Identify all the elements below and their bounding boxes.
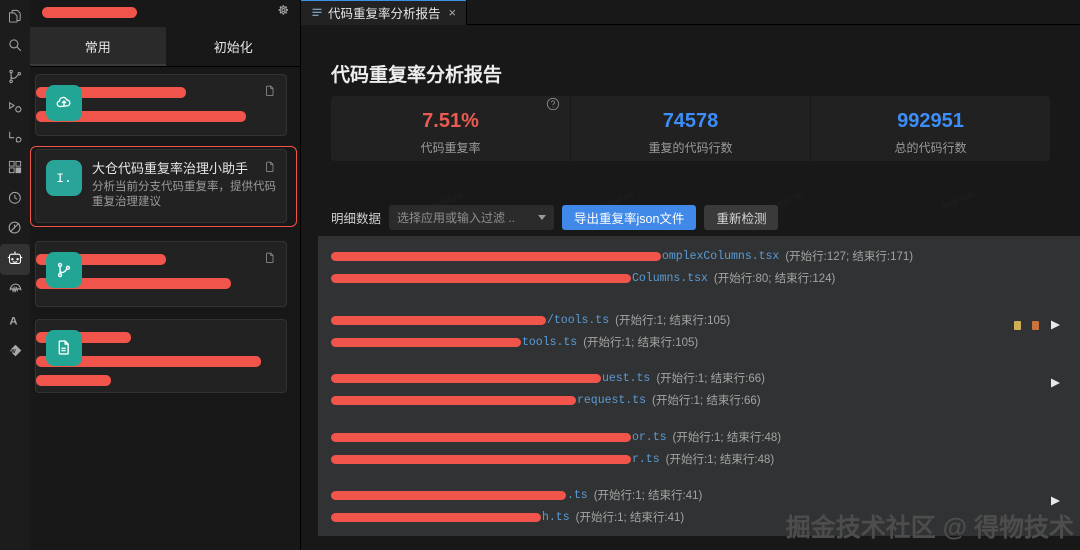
svg-text:A: A bbox=[9, 315, 17, 327]
svg-text:W: W bbox=[10, 349, 16, 355]
